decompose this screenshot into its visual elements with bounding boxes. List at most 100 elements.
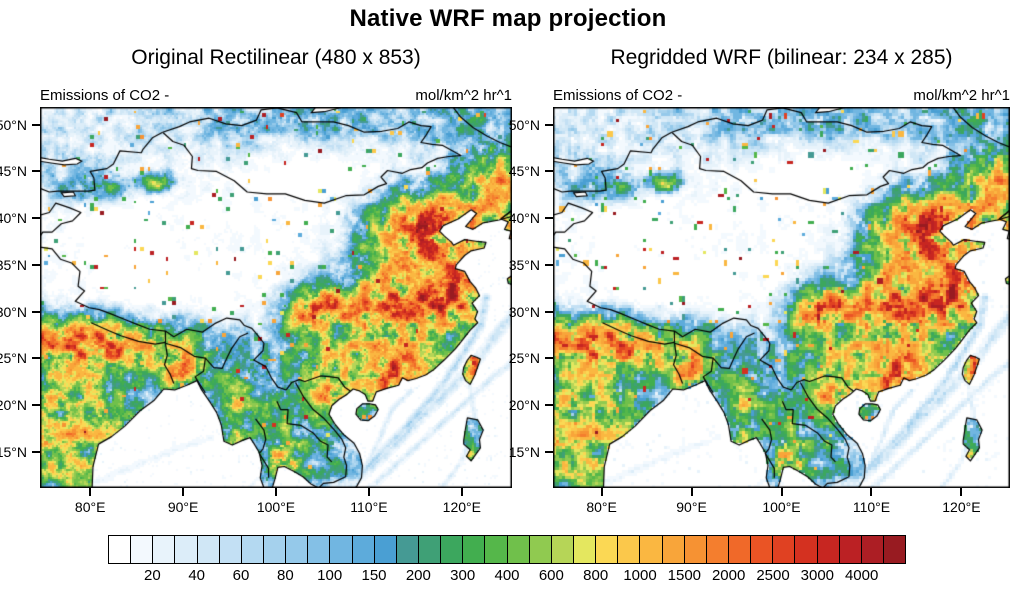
panel-regridded-map: 50°N 45°N 40°N 35°N 30°N 25°N 20°N 15°N 80°E 90°E… (509, 107, 1010, 515)
lat-tick-label-45: 45°N (0, 163, 27, 180)
lon-tick-label-120: 120°E (442, 499, 481, 515)
lon-tick-110 (870, 488, 873, 496)
lat-tick-label-25: 25°N (0, 350, 27, 367)
lat-tick-20 (545, 403, 553, 406)
colorbar-segment-15 (440, 536, 463, 563)
lon-tick-label-80: 80°E (586, 499, 617, 515)
colorbar-segment-21 (572, 536, 596, 563)
lat-tick-label-30: 30°N (0, 303, 27, 320)
colorbar-segment-0 (109, 536, 131, 563)
lat-tick-label-30: 30°N (508, 303, 540, 320)
colorbar-segment-26 (683, 536, 706, 563)
panel-regridded-subtitle: Regridded WRF (bilinear: 234 x 285) (610, 46, 953, 69)
colorbar-tick-label-20: 20 (143, 567, 161, 584)
colorbar-segment-6 (240, 536, 263, 563)
colorbar-segment-18 (506, 536, 529, 563)
lon-tick-label-100: 100°E (762, 499, 801, 515)
lon-tick-label-110: 110°E (350, 499, 388, 515)
colorbar-tick-label-150: 150 (361, 567, 387, 584)
lon-tick-90 (182, 488, 185, 496)
panel-regridded-units-label: mol/km^2 hr^1 (913, 87, 1010, 104)
lat-tick-label-35: 35°N (0, 256, 27, 273)
colorbar-segment-31 (794, 536, 817, 563)
lon-tick-80 (89, 488, 92, 496)
colorbar-segment-22 (595, 536, 618, 563)
colorbar-segment-13 (395, 536, 418, 563)
colorbar-segment-17 (484, 536, 507, 563)
lat-tick-label-45: 45°N (508, 163, 540, 180)
colorbar-tick-label-1000: 1000 (623, 567, 657, 584)
lon-tick-label-100: 100°E (256, 499, 296, 515)
colorbar-segment-2 (152, 536, 175, 563)
lat-tick-30 (32, 310, 40, 313)
colorbar-tick-label-1500: 1500 (667, 567, 702, 584)
lat-tick-30 (545, 310, 553, 313)
colorbar-tick-label-100: 100 (317, 567, 343, 584)
panel-original: Original Rectilinear (480 x 853) Emissio… (0, 0, 512, 593)
panel-original-field-label: Emissions of CO2 - (40, 87, 170, 104)
lat-tick-25 (32, 357, 40, 360)
colorbar-segment-4 (196, 536, 219, 563)
lon-tick-90 (690, 488, 693, 496)
colorbar-tick-label-40: 40 (188, 567, 205, 584)
lat-tick-35 (545, 263, 553, 266)
colorbar-tick-label-600: 600 (538, 567, 564, 584)
colorbar-segment-32 (816, 536, 839, 563)
lat-tick-50 (32, 123, 40, 126)
colorbar-segment-20 (550, 536, 573, 563)
colorbar-tick-label-4000: 4000 (844, 567, 879, 584)
panel-regridded: Regridded WRF (bilinear: 234 x 285) Emis… (509, 0, 1010, 593)
panel-original-map: 50°N 45°N 40°N 35°N 30°N 25°N 20°N 15°N 80°E 90°E… (0, 107, 512, 515)
lat-tick-45 (32, 170, 40, 173)
panel-regridded-map-canvas (553, 107, 1010, 488)
colorbar-tick-label-300: 300 (450, 567, 476, 584)
colorbar-segment-34 (860, 536, 883, 563)
colorbar-tick-label-2500: 2500 (756, 567, 790, 584)
colorbar-segment-10 (329, 536, 352, 563)
panel-original-units-label: mol/km^2 hr^1 (415, 87, 512, 104)
panel-original-map-canvas (40, 107, 512, 488)
colorbar-tick-label-800: 800 (583, 567, 609, 584)
lat-tick-15 (32, 450, 40, 453)
lat-tick-label-15: 15°N (0, 443, 27, 460)
colorbar-tick-label-2000: 2000 (711, 567, 746, 584)
lat-tick-label-20: 20°N (0, 396, 27, 413)
lon-tick-120 (460, 488, 463, 496)
lon-tick-110 (367, 488, 370, 496)
colorbar-segment-11 (351, 536, 374, 563)
lat-tick-label-25: 25°N (508, 350, 540, 367)
colorbar-segment-8 (285, 536, 308, 563)
lat-tick-20 (32, 403, 40, 406)
lat-tick-40 (545, 217, 553, 220)
colorbar (108, 535, 906, 564)
colorbar-segment-14 (417, 536, 441, 563)
lat-tick-label-50: 50°N (0, 116, 27, 133)
lat-tick-label-20: 20°N (508, 396, 540, 413)
lat-tick-15 (545, 450, 553, 453)
colorbar-segment-3 (174, 536, 197, 563)
lon-tick-100 (780, 488, 783, 496)
lat-tick-45 (545, 170, 553, 173)
panel-regridded-field-label: Emissions of CO2 - (553, 87, 683, 104)
colorbar-tick-label-80: 80 (276, 567, 294, 584)
colorbar-segment-35 (882, 536, 906, 563)
lat-tick-50 (545, 123, 553, 126)
colorbar-segment-9 (307, 536, 330, 563)
colorbar-segment-28 (727, 536, 751, 563)
lat-tick-label-50: 50°N (508, 116, 540, 133)
lat-tick-label-35: 35°N (508, 256, 540, 273)
colorbar-labels: 20 40 60 80 100 150 200 300 400 600 800 1000 1500 200… (108, 567, 906, 585)
colorbar-segment-12 (373, 536, 396, 563)
lon-tick-label-120: 120°E (942, 499, 981, 515)
lat-tick-35 (32, 263, 40, 266)
lat-tick-25 (545, 357, 553, 360)
lon-tick-80 (600, 488, 603, 496)
colorbar-segment-27 (705, 536, 728, 563)
colorbar-segment-1 (130, 536, 153, 563)
colorbar-segment-25 (661, 536, 684, 563)
lat-tick-label-15: 15°N (508, 443, 540, 460)
lon-tick-label-90: 90°E (167, 499, 199, 515)
panel-original-subtitle: Original Rectilinear (480 x 853) (131, 46, 421, 69)
lon-tick-100 (275, 488, 277, 496)
